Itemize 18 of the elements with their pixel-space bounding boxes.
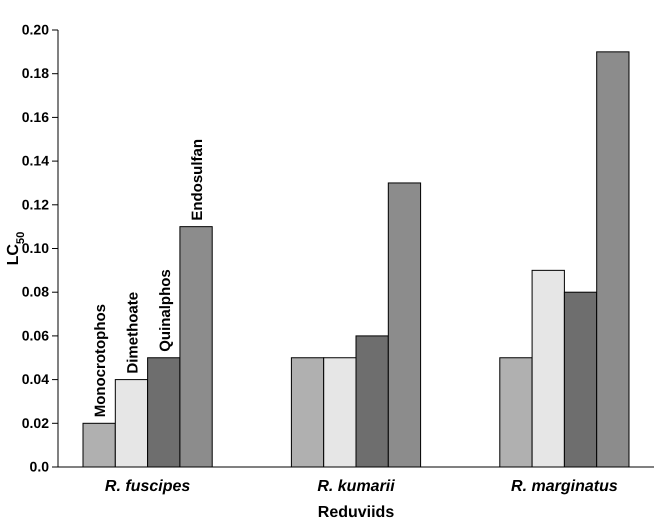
y-tick-label: 0.14 [22, 152, 50, 169]
text: Monocrotophos [92, 304, 110, 418]
y-tick-label: 0.16 [22, 108, 50, 125]
y-tick-label: 0.06 [22, 327, 50, 344]
text: Dimethoate [124, 292, 142, 374]
y-tick-label: 0.08 [22, 284, 50, 300]
y-tick-label: 0.18 [22, 65, 50, 82]
x-tick-label: R. kumarii [317, 478, 396, 495]
x-tick-label: R. fuscipes [104, 478, 190, 495]
y-tick-label: 0.02 [22, 414, 50, 431]
text: Quinalphos [156, 269, 174, 352]
y-tick-label: 0.04 [22, 371, 50, 388]
x-axis-title: Reduviids [318, 504, 394, 521]
text: Endosulfan [189, 138, 206, 221]
x-tick-label: R. marginatus [511, 478, 618, 495]
y-tick-label: 0.0 [30, 458, 50, 474]
y-tick-label: 0.20 [22, 21, 50, 38]
y-tick-label: 0.12 [22, 196, 50, 212]
